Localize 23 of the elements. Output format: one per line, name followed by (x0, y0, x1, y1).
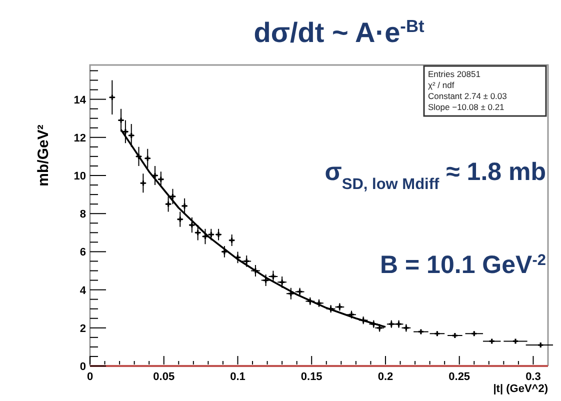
y-tick-label: 0 (80, 361, 86, 373)
annotation: Constant 2.74 ± 0.03 (428, 91, 508, 101)
annotation: σ$_{SD, low Mdiff}$ ≈ 1.8 mb (324, 158, 546, 192)
chart-title: dσ/dt ~ A·e$^{-Bt}$ (254, 16, 424, 48)
y-tick-label: 8 (80, 208, 86, 221)
annotation: χ² / ndf (428, 80, 455, 90)
y-axis-title: mb/GeV² (35, 124, 52, 186)
x-axis-title: |t| (GeV^2) (493, 383, 548, 395)
x-tick-label: 0.25 (448, 371, 470, 383)
y-tick-label: 12 (74, 132, 86, 144)
x-tick-label: 0.2 (378, 371, 394, 383)
y-tick-label: 6 (80, 246, 86, 259)
annotation: Entries 20851 (428, 69, 481, 79)
x-tick-label: 0.3 (526, 371, 541, 383)
x-tick-label: 0.1 (230, 371, 246, 383)
annotation: B = 10.1 GeV$^{-2}$ (380, 251, 546, 279)
x-tick-label: 0.05 (153, 371, 175, 383)
annotation: Slope −10.08 ± 0.21 (428, 102, 505, 112)
x-tick-label: 0.15 (300, 371, 322, 383)
y-tick-label: 4 (80, 284, 87, 297)
y-tick-label: 10 (74, 170, 86, 182)
y-tick-label: 14 (74, 94, 87, 106)
y-tick-label: 2 (80, 322, 86, 335)
